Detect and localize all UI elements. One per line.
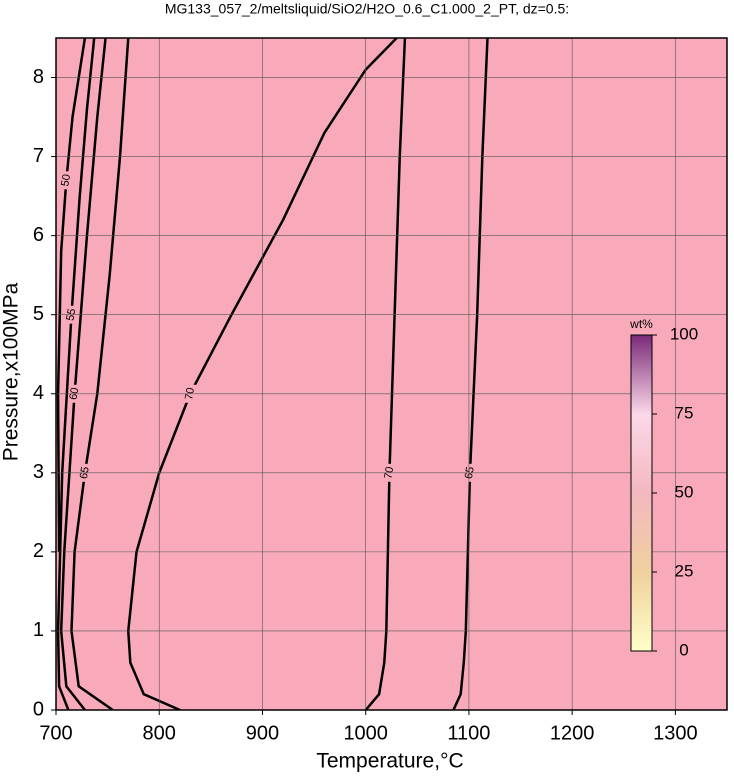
chart-title: MG133_057_2/meltsliquid/SiO2/H2O_0.6_C1.…	[165, 1, 569, 17]
colorbar-tick-label: 0	[679, 640, 688, 659]
y-tick-label: 1	[33, 619, 44, 641]
y-axis-label: Pressure,x100MPa	[0, 282, 23, 461]
plot-frame	[55, 37, 728, 711]
colorbar-tick-label: 25	[675, 561, 694, 580]
y-tick-label: 5	[33, 303, 44, 325]
x-tick-label: 700	[39, 722, 72, 744]
colorbar	[630, 334, 653, 652]
colorbar-tick-label: 75	[675, 403, 694, 422]
y-tick-label: 0	[33, 698, 44, 720]
contour-label: 50	[59, 173, 73, 187]
colorbar-tick-label: 50	[675, 482, 694, 501]
x-axis-label: Temperature,°C	[316, 750, 463, 773]
x-tick-label: 1100	[447, 722, 490, 744]
x-tick-label: 800	[143, 722, 176, 744]
colorbar-label: wt%	[629, 317, 653, 331]
y-tick-label: 4	[33, 382, 44, 404]
x-tick-label: 1300	[653, 722, 698, 744]
y-tick-label: 8	[33, 66, 44, 88]
y-tick-label: 3	[33, 461, 44, 483]
y-tick-label: 2	[33, 540, 44, 562]
x-tick-label: 1200	[550, 722, 595, 744]
x-tick-label: 900	[246, 722, 279, 744]
y-tick-label: 7	[33, 145, 44, 167]
x-tick-label: 1000	[343, 722, 388, 744]
y-tick-label: 6	[33, 224, 44, 246]
contour-line	[127, 38, 398, 710]
contour-label-bg	[60, 171, 73, 190]
colorbar-tick-label: 100	[670, 324, 698, 343]
